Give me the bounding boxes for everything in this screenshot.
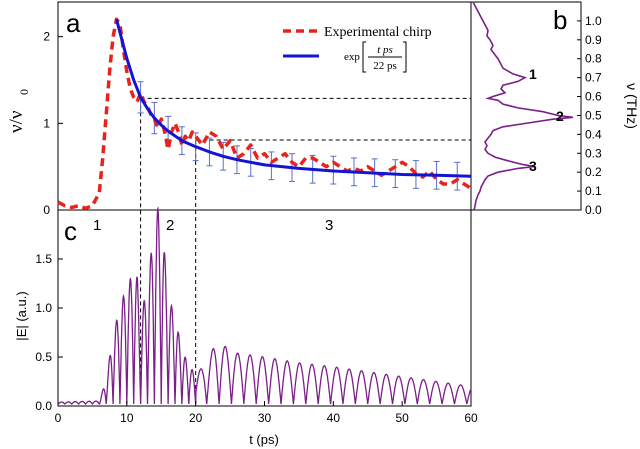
panel-b-frame [470, 1, 582, 211]
panel-b-ytick-label: 0.0 [585, 203, 602, 217]
spectrum-line [472, 1, 574, 211]
panel-b-ytick-label: 0.7 [585, 71, 602, 85]
region-label-2: 2 [166, 217, 174, 234]
legend-fit-bracket-right [403, 41, 407, 73]
panel-c-ytick-label: 0.0 [35, 399, 52, 413]
field-amplitude-line [57, 206, 472, 406]
axis-ticks: 0120.00.10.20.30.40.50.60.70.80.91.00.00… [35, 14, 602, 425]
panel-c-label: c [64, 216, 77, 246]
panel-a-ytick-label: 0 [43, 203, 50, 217]
panel-a-label: a [66, 8, 81, 38]
legend-fit-denominator: 22 ps [373, 60, 397, 72]
exp-fit-line [115, 18, 472, 178]
legend-fit-numerator: t ps [377, 44, 393, 56]
panel-c-xtick-label: 50 [395, 411, 409, 425]
region-label-1: 1 [93, 217, 101, 234]
peak-label-3: 3 [529, 158, 537, 174]
panel-b-ytick-label: 0.2 [585, 165, 602, 179]
panel-c-ytick-label: 1.0 [35, 301, 52, 315]
panel-c-xlabel: t (ps) [249, 432, 279, 447]
legend-fit-bracket-left [362, 41, 366, 73]
guide-lines [140, 97, 471, 406]
panel-b-label: b [553, 5, 567, 35]
panel-a-ylabel-sub: 0 [17, 89, 31, 95]
panel-c-xtick-label: 40 [327, 411, 341, 425]
panel-b-ytick-label: 0.9 [585, 33, 602, 47]
panel-c-xtick-label: 0 [55, 411, 62, 425]
panel-a-ylabel-main: ν/ν [6, 110, 27, 133]
panel-c-xtick-label: 30 [258, 411, 272, 425]
panel-c-xtick-label: 20 [189, 411, 203, 425]
panel-b-ytick-label: 0.3 [585, 146, 602, 160]
panel-c-plot [57, 206, 472, 406]
panel-a-plot [57, 17, 472, 211]
panel-a-ylabel: ν/ν 0 [6, 89, 31, 133]
panel-c-ylabel: |E| (a.u.) [14, 291, 29, 340]
panel-c-xtick-label: 10 [120, 411, 134, 425]
panel-b-ytick-label: 0.6 [585, 90, 602, 104]
panel-b-plot [472, 1, 574, 211]
panel-b-ytick-label: 1.0 [585, 14, 602, 28]
legend-experimental-label: Experimental chirp [324, 25, 432, 40]
panel-a-ytick-label: 1 [43, 116, 50, 130]
panel-c-xtick-label: 60 [464, 411, 478, 425]
panel-b-ytick-label: 0.1 [585, 184, 602, 198]
panel-c-ytick-label: 0.5 [35, 350, 52, 364]
peak-label-2: 2 [556, 108, 564, 124]
panel-b-ytick-label: 0.5 [585, 108, 602, 122]
panel-b-ytick-label: 0.8 [585, 52, 602, 66]
experimental-chirp-line [57, 17, 472, 211]
region-label-3: 3 [325, 217, 333, 234]
legend-fit-prefix: exp [344, 51, 360, 63]
peak-label-1: 1 [529, 66, 537, 82]
panel-c-ytick-label: 1.5 [35, 252, 52, 266]
panel-a-ytick-label: 2 [43, 30, 50, 44]
legend: Experimental chirp exp t ps 22 ps [283, 25, 432, 73]
panel-b-ytick-label: 0.4 [585, 127, 602, 141]
panel-b-ylabel: ν (THz) [624, 83, 640, 129]
